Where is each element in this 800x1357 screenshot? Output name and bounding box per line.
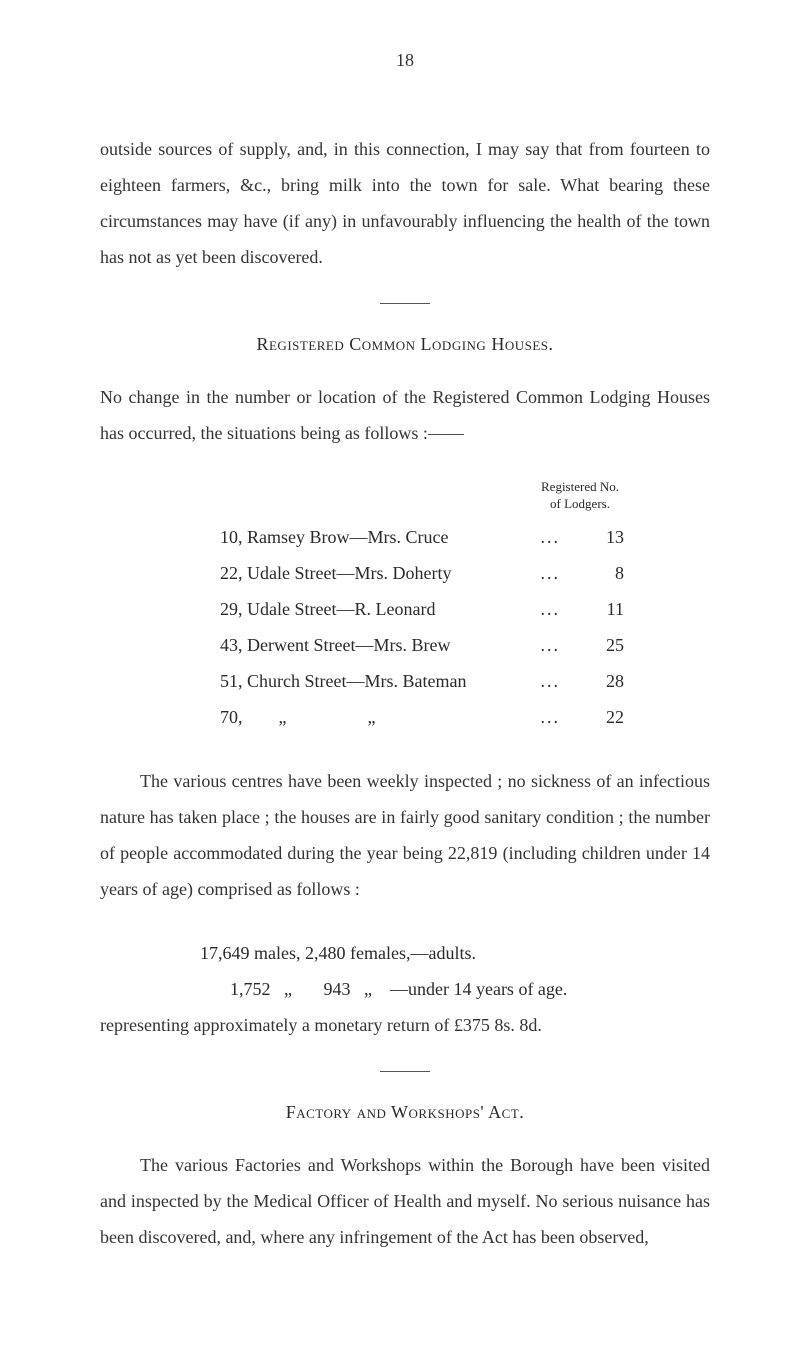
lodging-dots: ... (520, 663, 574, 699)
lodging-label: 70, „ „ (220, 699, 520, 735)
lodging-value: 28 (574, 663, 624, 699)
lodging-value: 13 (574, 519, 624, 555)
lodging-dots: ... (520, 627, 574, 663)
lodging-value: 25 (574, 627, 624, 663)
lodging-dots: ... (520, 699, 574, 735)
lodging-label: 22, Udale Street—Mrs. Doherty (220, 555, 520, 591)
lodging-label: 51, Church Street—Mrs. Bateman (220, 663, 520, 699)
lodging-label: 43, Derwent Street—Mrs. Brew (220, 627, 520, 663)
lodging-dots: ... (520, 591, 574, 627)
lodging-dots: ... (520, 555, 574, 591)
divider-2 (380, 1071, 430, 1072)
lodging-label: 10, Ramsey Brow—Mrs. Cruce (220, 519, 520, 555)
page-number: 18 (100, 50, 710, 71)
lodging-row: 10, Ramsey Brow—Mrs. Cruce ... 13 (220, 519, 710, 555)
lodging-header-2: of Lodgers. (550, 496, 610, 511)
paragraph-5: The various Factories and Workshops with… (100, 1147, 710, 1255)
page-container: 18 outside sources of supply, and, in th… (0, 0, 800, 1333)
section-heading-factory: Factory and Workshops' Act. (100, 1102, 710, 1123)
section-heading-lodging: Registered Common Lodging Houses. (100, 334, 710, 355)
lodging-label: 29, Udale Street—R. Leonard (220, 591, 520, 627)
lodging-row: 70, „ „ ... 22 (220, 699, 710, 735)
lodging-row: 29, Udale Street—R. Leonard ... 11 (220, 591, 710, 627)
lodging-row: 22, Udale Street—Mrs. Doherty ... 8 (220, 555, 710, 591)
lodging-value: 22 (574, 699, 624, 735)
lodging-value: 8 (574, 555, 624, 591)
divider-1 (380, 303, 430, 304)
paragraph-4: representing approximately a monetary re… (100, 1007, 710, 1043)
paragraph-2: No change in the number or location of t… (100, 379, 710, 451)
line-males: 17,649 males, 2,480 females,—adults. (200, 935, 710, 971)
line-under14: 1,752 „ 943 „ —under 14 years of age. (230, 971, 710, 1007)
lodging-value: 11 (574, 591, 624, 627)
paragraph-3: The various centres have been weekly ins… (100, 763, 710, 907)
lodging-row: 43, Derwent Street—Mrs. Brew ... 25 (220, 627, 710, 663)
lodging-dots: ... (520, 519, 574, 555)
lodging-header: Registered No. of Lodgers. (220, 479, 710, 513)
lodging-table: Registered No. of Lodgers. 10, Ramsey Br… (220, 479, 710, 735)
lodging-header-1: Registered No. (541, 479, 619, 494)
paragraph-1: outside sources of supply, and, in this … (100, 131, 710, 275)
lodging-row: 51, Church Street—Mrs. Bateman ... 28 (220, 663, 710, 699)
